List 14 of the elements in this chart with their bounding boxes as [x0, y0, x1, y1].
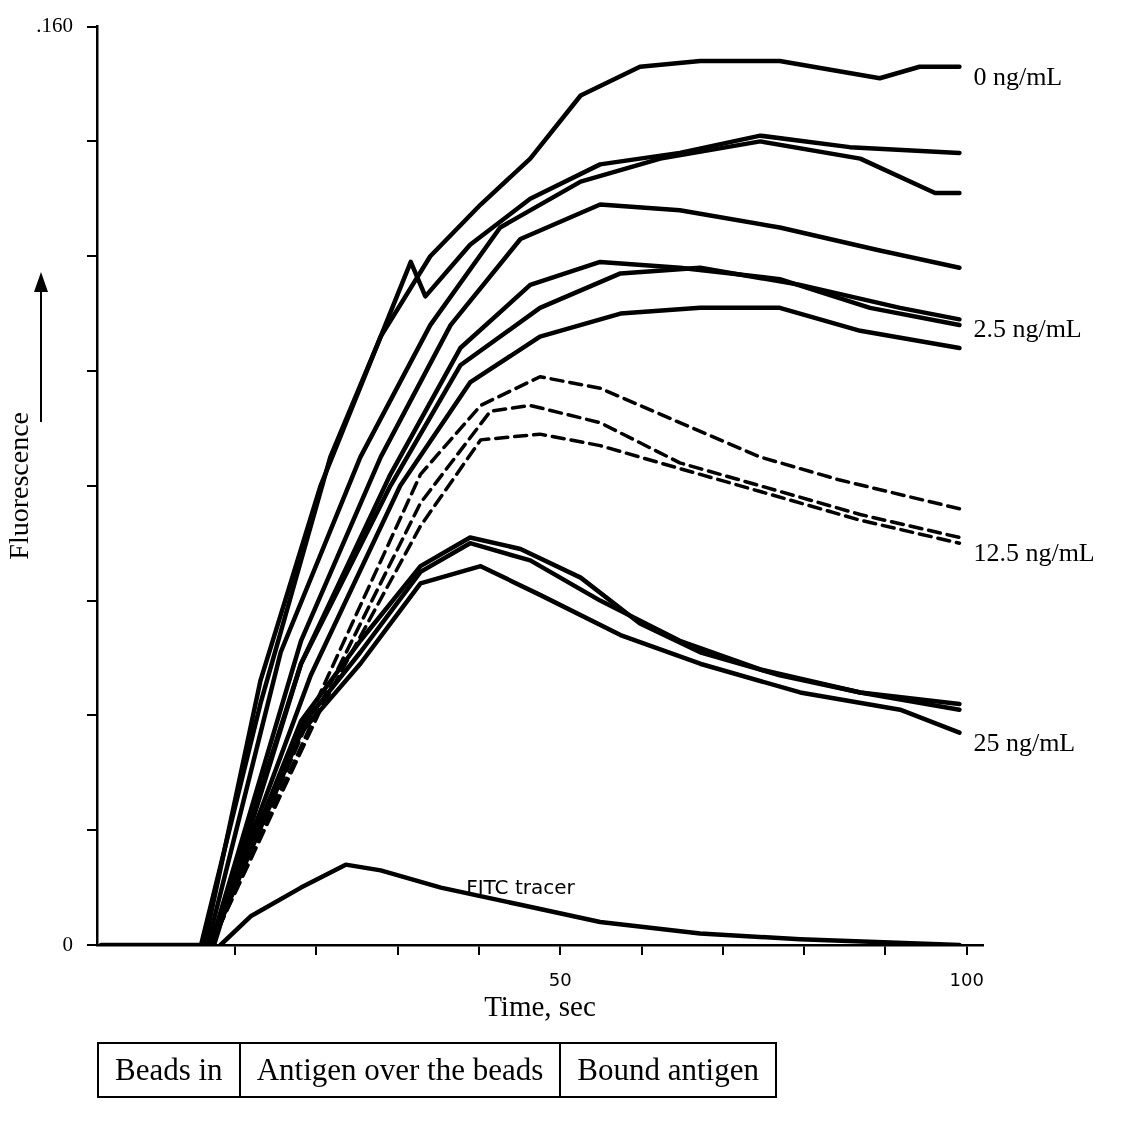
series-label: 0 ng/mL	[973, 61, 1063, 92]
series-label: FITC tracer	[466, 874, 575, 899]
y-axis-title: Fluorescence	[3, 411, 35, 560]
text: Antigen over the beads	[239, 1043, 561, 1097]
series-label: 2.5 ng/mL	[973, 314, 1082, 345]
text: Beads in	[98, 1043, 240, 1097]
series-label: 25 ng/mL	[973, 727, 1076, 758]
x-axis-title: Time, sec	[484, 990, 596, 1023]
x-tick-label: 100	[949, 969, 984, 991]
text: Bound antigen	[560, 1043, 776, 1097]
x-tick-label: 50	[548, 969, 572, 991]
y-tick-label: 0	[62, 931, 73, 956]
series-label: 12.5 ng/mL	[973, 538, 1095, 569]
y-tick-label: .160	[36, 13, 73, 38]
